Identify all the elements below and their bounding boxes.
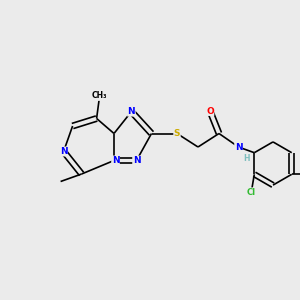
Text: N: N <box>60 147 68 156</box>
Text: Cl: Cl <box>247 188 256 197</box>
Text: S: S <box>174 129 180 138</box>
Text: CH₃: CH₃ <box>92 92 107 100</box>
Text: N: N <box>235 142 242 152</box>
Text: N: N <box>133 156 140 165</box>
Text: N: N <box>112 156 119 165</box>
Text: O: O <box>206 106 214 116</box>
Text: N: N <box>128 107 135 116</box>
Text: H: H <box>244 154 250 163</box>
